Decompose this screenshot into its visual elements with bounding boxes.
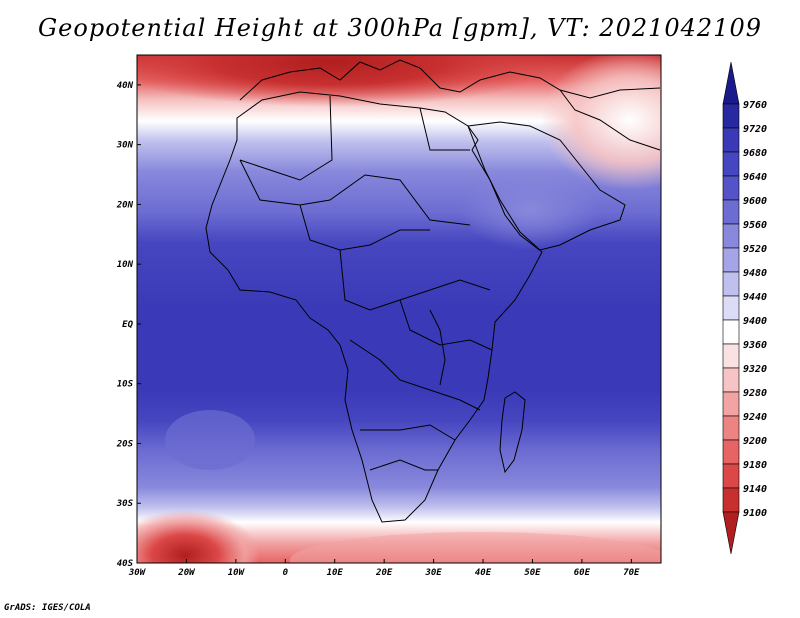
- colorbar-label: 9140: [743, 484, 767, 495]
- colorbar-label: 9600: [743, 196, 767, 207]
- colorbar-label: 9280: [743, 388, 767, 399]
- x-tick-label: 50E: [524, 568, 541, 578]
- y-tick-label: EQ: [122, 320, 133, 330]
- y-tick-label: 30N: [116, 141, 134, 151]
- colorbar-swatch: [722, 511, 740, 555]
- colorbar-label: 9240: [743, 412, 767, 423]
- colorbar-swatch: [722, 175, 740, 201]
- y-tick-label: 10N: [117, 260, 134, 270]
- x-tick-label: 10W: [228, 568, 246, 578]
- colorbar-label: 9520: [743, 244, 767, 255]
- colorbar-swatch: [722, 223, 740, 249]
- colorbar-swatch: [722, 199, 740, 225]
- colorbar-label: 9360: [743, 340, 767, 351]
- arabia-outline: [467, 121, 626, 251]
- x-tick-label: 10E: [327, 568, 344, 578]
- colorbar-swatch: [722, 319, 740, 345]
- colorbar-label: 9560: [743, 220, 767, 231]
- map-title: Geopotential Height at 300hPa [gpm], VT:…: [38, 14, 762, 42]
- caspian-coast: [559, 89, 661, 151]
- x-tick-label: 70E: [623, 568, 640, 578]
- y-tick-label: 10S: [117, 380, 134, 390]
- colorbar-label: 9440: [743, 292, 767, 303]
- colorbar-swatch: [722, 487, 740, 513]
- colorbar-label: 9720: [743, 124, 767, 135]
- x-tick-label: 20W: [177, 568, 196, 578]
- colorbar-swatch: [722, 61, 740, 105]
- y-tick-label: 40N: [117, 81, 134, 91]
- colorbar-label: 9680: [743, 148, 767, 159]
- colorbar-swatch: [722, 343, 740, 369]
- x-tick-label: 20E: [375, 568, 393, 578]
- colorbar-label: 9400: [743, 316, 767, 327]
- colorbar-label: 9180: [743, 460, 767, 471]
- height-field: [137, 55, 661, 563]
- colorbar-swatch: [722, 367, 740, 393]
- colorbar-label: 9760: [743, 100, 767, 111]
- colorbar-swatch: [722, 391, 740, 417]
- colorbar-swatch: [722, 151, 740, 177]
- colorbar-swatch: [722, 415, 740, 441]
- colorbar-swatch: [722, 295, 740, 321]
- x-tick-label: 0: [283, 568, 289, 578]
- coastlines: [205, 59, 661, 523]
- colorbar: 9100 9140 9180 9200 9240 9280 9320 9360 9400 9440…: [722, 61, 767, 555]
- x-tick-label: 60E: [574, 568, 591, 578]
- colorbar-swatch: [722, 463, 740, 489]
- colorbar-label: 9480: [743, 268, 767, 279]
- longitude-axis: 30W 20W 10W 0 10E 20E 30E 40E 50E 60E 70E: [128, 559, 640, 578]
- y-tick-label: 30S: [116, 499, 134, 509]
- colorbar-swatch: [722, 127, 740, 153]
- latitude-axis: 40N 30N 20N 10N EQ 10S 20S 30S 40S: [116, 81, 141, 569]
- colorbar-label: 9320: [743, 364, 767, 375]
- madagascar-outline: [499, 391, 526, 474]
- plot-frame: [136, 54, 662, 564]
- y-tick-label: 40S: [117, 559, 134, 569]
- colorbar-swatch: [722, 439, 740, 465]
- credit-text: GrADS: IGES/COLA: [4, 603, 91, 613]
- colorbar-swatch: [722, 271, 740, 297]
- europe-coast: [239, 59, 661, 101]
- x-tick-label: 40E: [475, 568, 492, 578]
- colorbar-swatch: [722, 103, 740, 129]
- colorbar-swatch: [722, 247, 740, 273]
- x-tick-label: 30W: [128, 568, 147, 578]
- colorbar-label: 9640: [743, 172, 767, 183]
- x-tick-label: 30E: [424, 568, 442, 578]
- y-tick-label: 20N: [116, 200, 134, 210]
- colorbar-label: 9100: [743, 508, 767, 519]
- y-tick-label: 20S: [116, 439, 134, 449]
- colorbar-label: 9200: [743, 436, 767, 447]
